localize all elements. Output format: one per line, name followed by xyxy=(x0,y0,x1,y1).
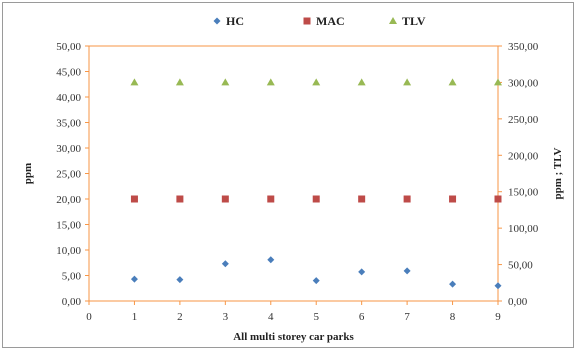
y-tick-label: 0,00 xyxy=(62,296,82,308)
data-point-hc xyxy=(449,280,457,288)
x-tick-label: 0 xyxy=(86,311,92,323)
data-point-hc xyxy=(221,260,229,268)
y2-tick-label: 100,00 xyxy=(508,223,539,235)
data-point-mac xyxy=(403,195,411,203)
data-point-mac xyxy=(358,195,366,203)
y-tick-label: 30,00 xyxy=(56,143,81,155)
data-point-mac xyxy=(130,195,138,203)
data-point-hc xyxy=(358,268,366,276)
y2-tick-label: 300,00 xyxy=(508,77,539,89)
legend-label-tlv: TLV xyxy=(402,14,426,28)
data-point-mac xyxy=(449,195,457,203)
y-tick-label: 20,00 xyxy=(56,194,81,206)
y-axis-title: ppm xyxy=(22,163,34,184)
chart-frame: 0,00 5,00 10,00 15,00 20,00 25,00 30,00 35,00 40… xyxy=(2,2,574,348)
x-tick-label: 8 xyxy=(450,311,456,323)
x-tick-label: 2 xyxy=(177,311,183,323)
data-point-tlv xyxy=(357,78,366,86)
x-tick-label: 1 xyxy=(132,311,138,323)
y2-tick-label: 150,00 xyxy=(508,187,539,199)
y-tick-label: 10,00 xyxy=(56,245,81,257)
data-point-hc xyxy=(176,276,184,284)
x-tick-label: 4 xyxy=(268,311,274,323)
data-point-mac xyxy=(267,195,275,203)
y-tick-label: 35,00 xyxy=(56,118,81,130)
data-point-mac xyxy=(176,195,184,203)
y2-axis-title: ppm ; TLV xyxy=(552,147,564,199)
y-tick-label: 40,00 xyxy=(56,92,81,104)
data-point-mac xyxy=(312,195,320,203)
data-point-tlv xyxy=(175,78,184,86)
data-point-hc xyxy=(312,277,320,285)
x-tick-label: 3 xyxy=(223,311,229,323)
scatter-chart: 0,005,0010,0015,0020,0025,0030,0035,0040… xyxy=(22,14,564,343)
data-point-tlv xyxy=(448,78,457,86)
x-axis-title: All multi storey car parks xyxy=(233,331,354,343)
data-point-mac xyxy=(494,195,502,203)
data-point-tlv xyxy=(266,78,275,86)
y2-tick-label: 0,00 xyxy=(508,296,528,308)
data-point-hc xyxy=(403,267,411,275)
y2-tick-label: 250,00 xyxy=(508,114,539,126)
x-tick-label: 9 xyxy=(495,311,501,323)
data-point-tlv xyxy=(130,78,139,86)
data-point-mac xyxy=(221,195,229,203)
x-tick-label: 7 xyxy=(404,311,410,323)
legend-marker-mac xyxy=(303,17,311,25)
legend-label-hc: HC xyxy=(226,14,244,28)
data-point-tlv xyxy=(494,78,502,86)
y2-tick-label: 50,00 xyxy=(508,260,533,272)
y-tick-label: 25,00 xyxy=(56,169,81,181)
x-tick-label: 5 xyxy=(313,311,319,323)
data-point-tlv xyxy=(221,78,230,86)
data-point-tlv xyxy=(312,78,321,86)
y2-tick-label: 350,00 xyxy=(508,41,539,53)
data-point-tlv xyxy=(403,78,412,86)
legend-marker-tlv xyxy=(389,17,397,24)
y2-tick-label: 200,00 xyxy=(508,150,539,162)
data-point-hc xyxy=(494,282,502,290)
y-tick-label: 50,00 xyxy=(56,41,81,53)
data-point-hc xyxy=(130,275,138,283)
y-tick-label: 15,00 xyxy=(56,220,81,232)
legend-marker-hc xyxy=(213,17,221,25)
legend-label-mac: MAC xyxy=(316,14,345,28)
x-tick-label: 6 xyxy=(359,311,365,323)
data-point-hc xyxy=(267,256,275,264)
y-tick-label: 5,00 xyxy=(62,271,82,283)
y-tick-label: 45,00 xyxy=(56,67,81,79)
